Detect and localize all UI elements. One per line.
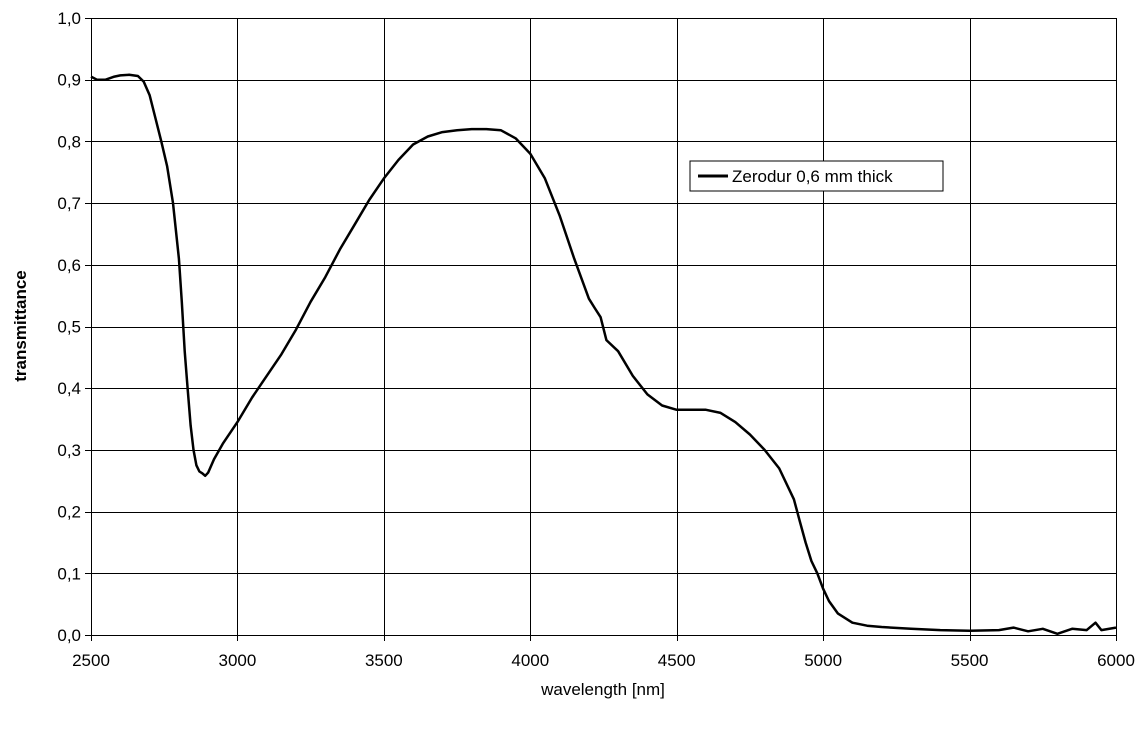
y-tick-label: 0,1 <box>57 564 81 583</box>
y-axis-title: transmittance <box>11 270 30 381</box>
y-tick-label: 1,0 <box>57 9 81 28</box>
y-tick-label: 0,0 <box>57 626 81 645</box>
y-tick-label: 0,5 <box>57 318 81 337</box>
grid-lines <box>85 18 1117 641</box>
y-tick-label: 0,8 <box>57 132 81 151</box>
x-tick-label: 3500 <box>365 651 403 670</box>
y-tick-label: 0,7 <box>57 194 81 213</box>
x-tick-label: 2500 <box>72 651 110 670</box>
y-tick-label: 0,9 <box>57 71 81 90</box>
legend-box <box>689 160 944 192</box>
y-tick-label: 0,3 <box>57 441 81 460</box>
y-tick-label: 0,4 <box>57 379 81 398</box>
y-tick-label: 0,2 <box>57 503 81 522</box>
x-tick-label: 3000 <box>219 651 257 670</box>
legend: Zerodur 0,6 mm thick <box>689 160 944 192</box>
x-tick-label: 5500 <box>951 651 989 670</box>
series-group <box>90 73 1117 636</box>
x-tick-label: 5000 <box>804 651 842 670</box>
x-tick-label: 6000 <box>1097 651 1135 670</box>
legend-label: Zerodur 0,6 mm thick <box>732 167 893 186</box>
x-axis-title: wavelength [nm] <box>540 680 665 699</box>
x-tick-label: 4500 <box>658 651 696 670</box>
x-tick-label: 4000 <box>511 651 549 670</box>
y-tick-label: 0,6 <box>57 256 81 275</box>
y-tick-labels: 0,0 0,1 0,2 0,3 0,4 0,5 0,6 0,7 0,8 0,9 1,0 <box>57 9 81 645</box>
series-line-zerodur <box>90 73 1117 636</box>
x-tick-labels: 2500 3000 3500 4000 4500 5000 5500 6000 <box>72 651 1135 670</box>
